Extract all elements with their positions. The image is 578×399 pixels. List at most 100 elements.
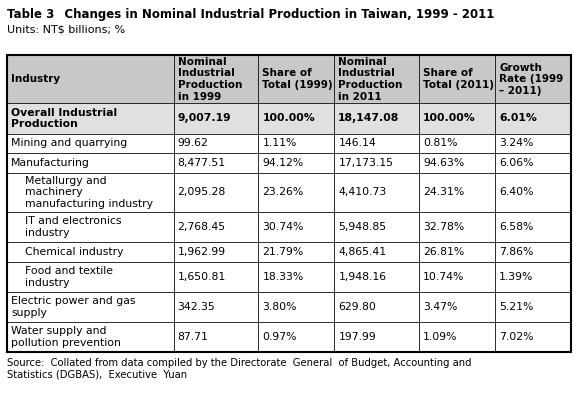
Bar bbox=[495, 292, 571, 322]
Bar bbox=[334, 292, 419, 322]
Bar bbox=[173, 292, 258, 322]
Bar bbox=[258, 173, 334, 212]
Bar bbox=[7, 262, 173, 292]
Text: 32.78%: 32.78% bbox=[423, 222, 464, 232]
Text: 5,948.85: 5,948.85 bbox=[338, 222, 387, 232]
Bar bbox=[419, 212, 495, 242]
Bar bbox=[419, 292, 495, 322]
Text: Changes in Nominal Industrial Production in Taiwan, 1999 - 2011: Changes in Nominal Industrial Production… bbox=[52, 8, 494, 21]
Text: Metallurgy and
    machinery
    manufacturing industry: Metallurgy and machinery manufacturing i… bbox=[11, 176, 153, 209]
Bar bbox=[495, 322, 571, 352]
Text: 2,095.28: 2,095.28 bbox=[177, 188, 226, 198]
Text: 94.12%: 94.12% bbox=[262, 158, 303, 168]
Bar bbox=[334, 103, 419, 134]
Text: 1,948.16: 1,948.16 bbox=[338, 272, 387, 282]
Text: 629.80: 629.80 bbox=[338, 302, 376, 312]
Text: 342.35: 342.35 bbox=[177, 302, 216, 312]
Text: 87.71: 87.71 bbox=[177, 332, 209, 342]
Text: 0.97%: 0.97% bbox=[262, 332, 297, 342]
Bar bbox=[334, 153, 419, 173]
Text: 23.26%: 23.26% bbox=[262, 188, 303, 198]
Bar bbox=[334, 212, 419, 242]
Text: Share of
Total (2011): Share of Total (2011) bbox=[423, 68, 494, 90]
Bar bbox=[7, 242, 173, 262]
Text: 1,650.81: 1,650.81 bbox=[177, 272, 226, 282]
Text: 18.33%: 18.33% bbox=[262, 272, 303, 282]
Text: 4,865.41: 4,865.41 bbox=[338, 247, 387, 257]
Bar bbox=[495, 242, 571, 262]
Text: 1.39%: 1.39% bbox=[499, 272, 533, 282]
Text: 7.02%: 7.02% bbox=[499, 332, 533, 342]
Text: 1.11%: 1.11% bbox=[262, 138, 297, 148]
Text: Nominal
Industrial
Production
in 1999: Nominal Industrial Production in 1999 bbox=[177, 57, 242, 102]
Bar bbox=[173, 242, 258, 262]
Bar bbox=[419, 322, 495, 352]
Bar bbox=[334, 322, 419, 352]
Text: 30.74%: 30.74% bbox=[262, 222, 303, 232]
Bar bbox=[258, 322, 334, 352]
Text: 94.63%: 94.63% bbox=[423, 158, 464, 168]
Bar bbox=[334, 242, 419, 262]
Text: 197.99: 197.99 bbox=[338, 332, 376, 342]
Bar bbox=[258, 134, 334, 153]
Text: 6.01%: 6.01% bbox=[499, 113, 537, 123]
Bar bbox=[173, 262, 258, 292]
Text: Water supply and
pollution prevention: Water supply and pollution prevention bbox=[11, 326, 121, 348]
Text: 1.09%: 1.09% bbox=[423, 332, 458, 342]
Bar bbox=[419, 242, 495, 262]
Text: Source:  Collated from data compiled by the Directorate  General  of Budget, Acc: Source: Collated from data compiled by t… bbox=[7, 358, 472, 379]
Text: 99.62: 99.62 bbox=[177, 138, 209, 148]
Bar bbox=[258, 292, 334, 322]
Text: 3.47%: 3.47% bbox=[423, 302, 457, 312]
Text: 9,007.19: 9,007.19 bbox=[177, 113, 231, 123]
Text: Food and textile
    industry: Food and textile industry bbox=[11, 266, 113, 288]
Text: Table 3: Table 3 bbox=[7, 8, 54, 21]
Bar bbox=[7, 212, 173, 242]
Text: Share of
Total (1999): Share of Total (1999) bbox=[262, 68, 333, 90]
Bar bbox=[495, 153, 571, 173]
Text: 21.79%: 21.79% bbox=[262, 247, 303, 257]
Text: IT and electronics
    industry: IT and electronics industry bbox=[11, 216, 121, 238]
Bar bbox=[7, 292, 173, 322]
Text: 17,173.15: 17,173.15 bbox=[338, 158, 393, 168]
Text: 146.14: 146.14 bbox=[338, 138, 376, 148]
Bar bbox=[7, 103, 173, 134]
Text: 6.58%: 6.58% bbox=[499, 222, 533, 232]
Bar bbox=[258, 262, 334, 292]
Bar bbox=[173, 103, 258, 134]
Text: Electric power and gas
supply: Electric power and gas supply bbox=[11, 296, 135, 318]
Text: Mining and quarrying: Mining and quarrying bbox=[11, 138, 127, 148]
Bar bbox=[495, 212, 571, 242]
Text: 3.24%: 3.24% bbox=[499, 138, 533, 148]
Bar bbox=[334, 262, 419, 292]
Text: 100.00%: 100.00% bbox=[262, 113, 315, 123]
Text: Growth
Rate (1999
– 2011): Growth Rate (1999 – 2011) bbox=[499, 63, 564, 96]
Bar bbox=[419, 262, 495, 292]
Bar bbox=[258, 103, 334, 134]
Text: 5.21%: 5.21% bbox=[499, 302, 533, 312]
Bar bbox=[419, 55, 495, 103]
Text: Industry: Industry bbox=[11, 74, 60, 84]
Bar bbox=[7, 322, 173, 352]
Text: 18,147.08: 18,147.08 bbox=[338, 113, 399, 123]
Text: Nominal
Industrial
Production
in 2011: Nominal Industrial Production in 2011 bbox=[338, 57, 403, 102]
Bar bbox=[258, 55, 334, 103]
Bar bbox=[495, 173, 571, 212]
Bar bbox=[495, 103, 571, 134]
Bar bbox=[173, 322, 258, 352]
Text: 100.00%: 100.00% bbox=[423, 113, 476, 123]
Bar bbox=[7, 153, 173, 173]
Text: 4,410.73: 4,410.73 bbox=[338, 188, 387, 198]
Text: 6.40%: 6.40% bbox=[499, 188, 533, 198]
Text: 10.74%: 10.74% bbox=[423, 272, 464, 282]
Bar bbox=[7, 55, 173, 103]
Bar bbox=[334, 173, 419, 212]
Text: 24.31%: 24.31% bbox=[423, 188, 464, 198]
Text: 26.81%: 26.81% bbox=[423, 247, 464, 257]
Text: Chemical industry: Chemical industry bbox=[11, 247, 124, 257]
Text: 3.80%: 3.80% bbox=[262, 302, 297, 312]
Bar bbox=[173, 173, 258, 212]
Bar bbox=[258, 212, 334, 242]
Bar bbox=[7, 173, 173, 212]
Text: Overall Industrial
Production: Overall Industrial Production bbox=[11, 108, 117, 129]
